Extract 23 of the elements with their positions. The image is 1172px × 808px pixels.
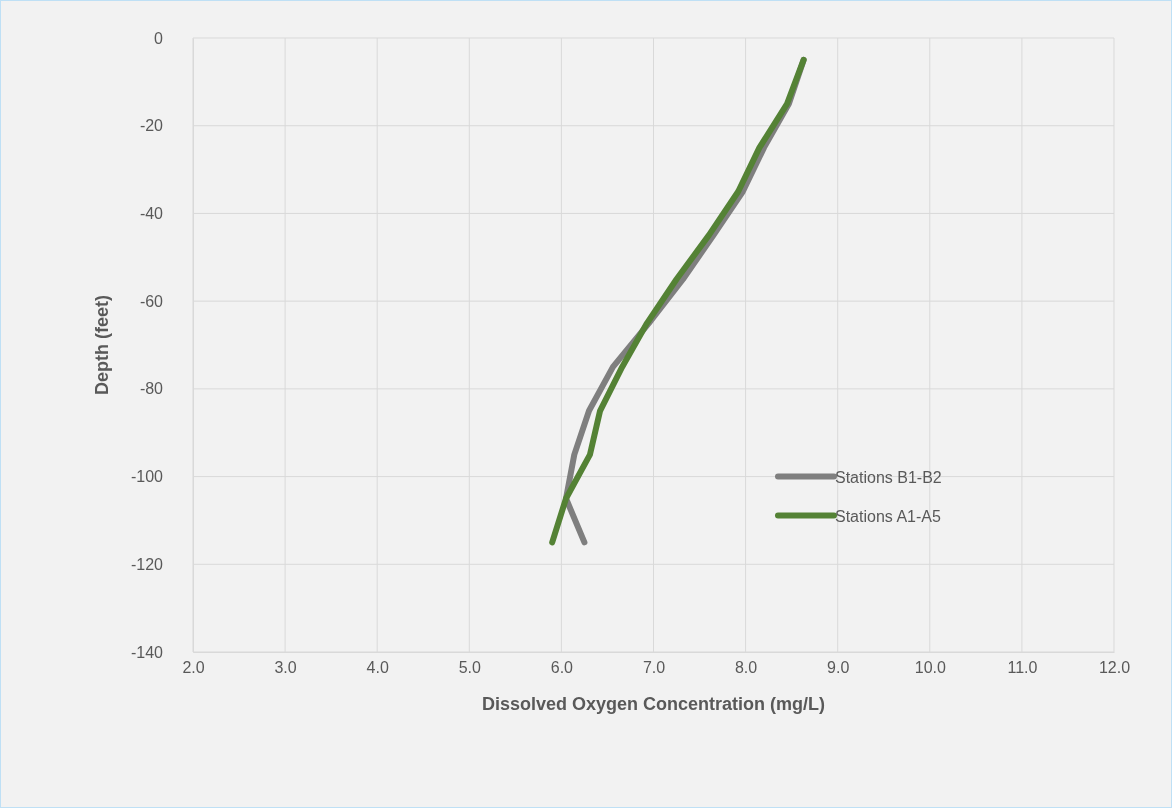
y-tick-label: -40 bbox=[139, 205, 164, 223]
x-tick-label: 11.0 bbox=[1007, 659, 1038, 677]
y-tick-label: -140 bbox=[130, 643, 164, 661]
x-tick-label: 9.0 bbox=[827, 659, 850, 677]
x-tick-label: 10.0 bbox=[914, 659, 946, 677]
x-tick-label: 7.0 bbox=[642, 659, 666, 677]
y-tick-label: -20 bbox=[139, 117, 164, 135]
x-tick-label: 8.0 bbox=[734, 659, 758, 677]
x-axis-title: Dissolved Oxygen Concentration (mg/L) bbox=[481, 694, 826, 714]
y-tick-label: -120 bbox=[130, 555, 164, 573]
x-tick-label: 2.0 bbox=[182, 659, 205, 677]
x-tick-label: 6.0 bbox=[550, 659, 574, 677]
y-tick-label: -60 bbox=[139, 292, 164, 310]
legend-label: Stations A1-A5 bbox=[835, 507, 941, 525]
x-tick-label: 3.0 bbox=[274, 659, 297, 677]
y-tick-label: 0 bbox=[154, 29, 164, 47]
y-axis-title: Depth (feet) bbox=[92, 295, 112, 395]
y-tick-label: -100 bbox=[130, 468, 164, 486]
x-tick-label: 12.0 bbox=[1098, 659, 1131, 677]
legend-label: Stations B1-B2 bbox=[835, 468, 942, 486]
x-tick-label: 5.0 bbox=[458, 659, 482, 677]
x-tick-label: 4.0 bbox=[366, 659, 389, 677]
y-tick-label: -80 bbox=[139, 380, 164, 398]
